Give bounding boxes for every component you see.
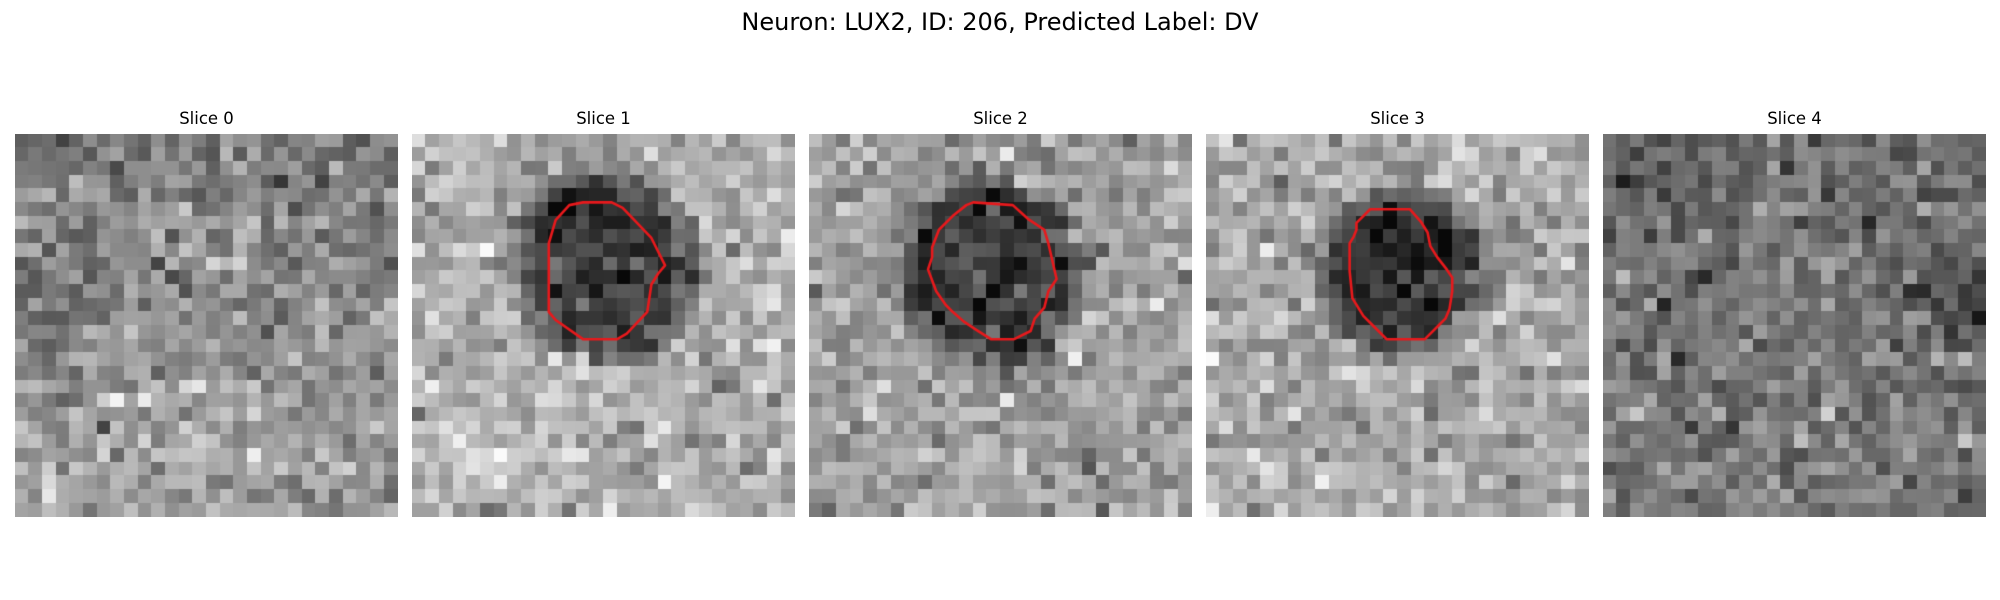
slice-panel-0: Slice 0 [15, 108, 398, 517]
slice-image-3 [1206, 134, 1589, 517]
slice-image-4 [1603, 134, 1986, 517]
slice-title-1: Slice 1 [576, 109, 631, 128]
slice-image-2 [809, 134, 1192, 517]
slice-title-0: Slice 0 [179, 109, 234, 128]
slice-image-1 [412, 134, 795, 517]
slice-title-2: Slice 2 [973, 109, 1028, 128]
slice-title-3: Slice 3 [1370, 109, 1425, 128]
slice-title-4: Slice 4 [1767, 109, 1822, 128]
figure-title: Neuron: LUX2, ID: 206, Predicted Label: … [741, 8, 1259, 36]
slice-image-0 [15, 134, 398, 517]
slice-panel-2: Slice 2 [809, 108, 1192, 517]
slice-panel-1: Slice 1 [412, 108, 795, 517]
slice-panel-3: Slice 3 [1206, 108, 1589, 517]
slice-panel-4: Slice 4 [1603, 108, 1986, 517]
